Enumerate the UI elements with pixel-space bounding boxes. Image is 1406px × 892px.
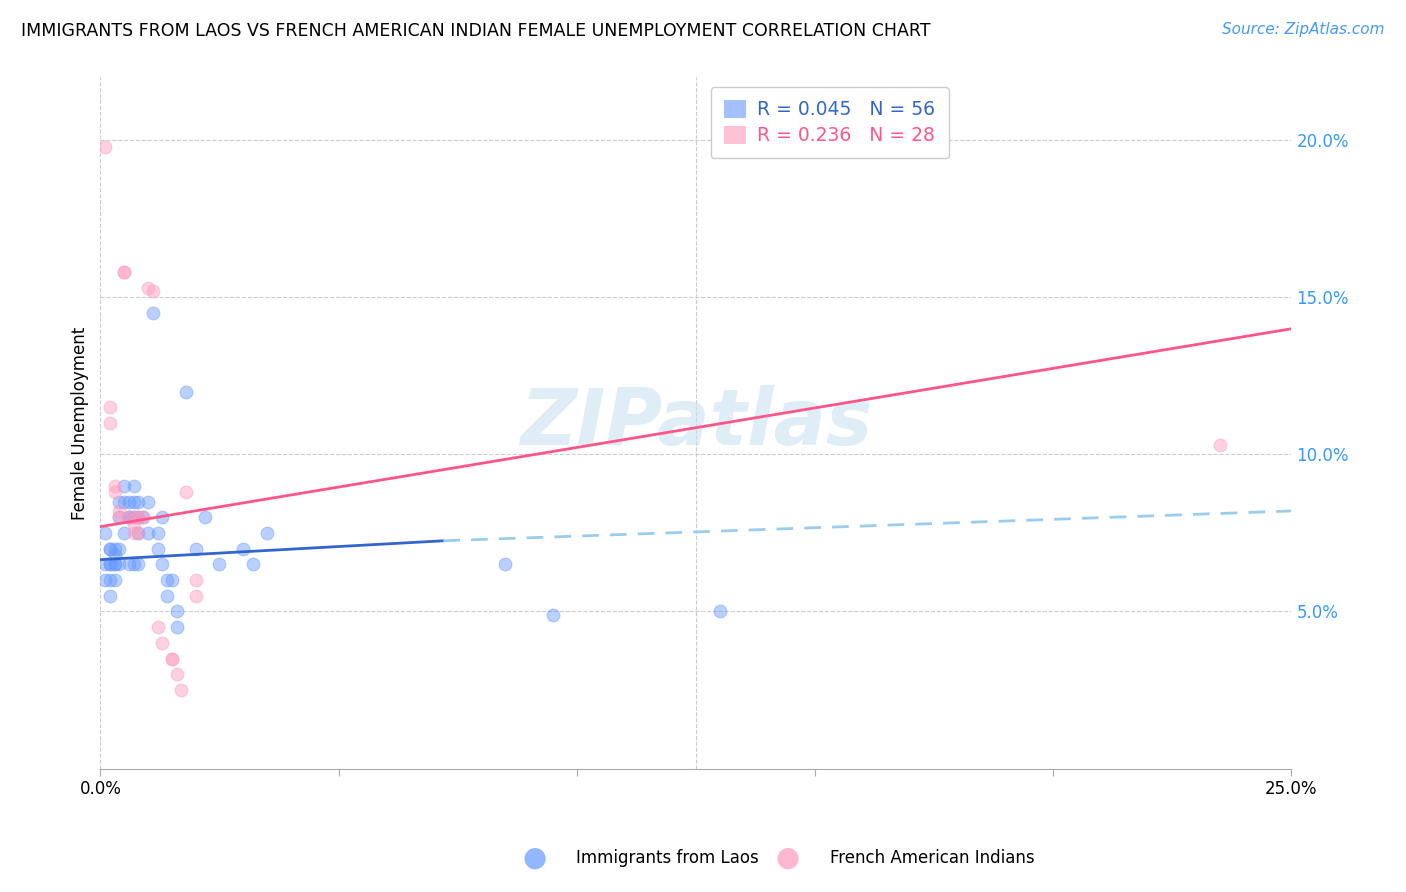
Point	[118, 510, 141, 524]
Legend: R = 0.045   N = 56, R = 0.236   N = 28: R = 0.045 N = 56, R = 0.236 N = 28	[710, 87, 949, 159]
Point	[104, 548, 127, 562]
Point	[98, 573, 121, 587]
Point	[1209, 438, 1232, 452]
Point	[127, 558, 149, 572]
Point	[194, 510, 217, 524]
Point	[98, 416, 121, 430]
Point	[127, 525, 149, 540]
Point	[122, 510, 145, 524]
Point	[127, 510, 149, 524]
Point	[232, 541, 254, 556]
Point	[112, 265, 135, 279]
Y-axis label: Female Unemployment: Female Unemployment	[72, 326, 89, 520]
Point	[709, 605, 731, 619]
Point	[184, 573, 207, 587]
Point	[94, 558, 117, 572]
Point	[94, 573, 117, 587]
Point	[132, 510, 155, 524]
Point	[104, 541, 127, 556]
Point	[94, 525, 117, 540]
Point	[150, 510, 173, 524]
Point	[108, 510, 131, 524]
Point	[166, 667, 188, 681]
Point	[150, 558, 173, 572]
Text: ●: ●	[775, 844, 800, 872]
Point	[104, 485, 127, 500]
Point	[104, 573, 127, 587]
Point	[98, 589, 121, 603]
Point	[184, 541, 207, 556]
Point	[136, 281, 159, 295]
Point	[108, 494, 131, 508]
Point	[112, 265, 135, 279]
Text: Immigrants from Laos: Immigrants from Laos	[576, 849, 759, 867]
Point	[127, 510, 149, 524]
Text: ZIPatlas: ZIPatlas	[520, 385, 872, 461]
Point	[174, 485, 197, 500]
Point	[156, 589, 179, 603]
Point	[160, 651, 183, 665]
Point	[118, 558, 141, 572]
Point	[160, 651, 183, 665]
Point	[494, 558, 516, 572]
Point	[112, 525, 135, 540]
Point	[142, 306, 165, 320]
Point	[118, 494, 141, 508]
Point	[132, 510, 155, 524]
Point	[136, 494, 159, 508]
Point	[184, 589, 207, 603]
Text: ●: ●	[522, 844, 547, 872]
Point	[108, 504, 131, 518]
Point	[122, 558, 145, 572]
Point	[104, 558, 127, 572]
Point	[242, 558, 264, 572]
Point	[127, 494, 149, 508]
Point	[146, 541, 169, 556]
Point	[146, 620, 169, 634]
Point	[256, 525, 278, 540]
Point	[104, 479, 127, 493]
Point	[142, 284, 165, 298]
Point	[112, 494, 135, 508]
Point	[98, 541, 121, 556]
Point	[150, 636, 173, 650]
Text: Source: ZipAtlas.com: Source: ZipAtlas.com	[1222, 22, 1385, 37]
Text: IMMIGRANTS FROM LAOS VS FRENCH AMERICAN INDIAN FEMALE UNEMPLOYMENT CORRELATION C: IMMIGRANTS FROM LAOS VS FRENCH AMERICAN …	[21, 22, 931, 40]
Point	[208, 558, 231, 572]
Point	[108, 510, 131, 524]
Point	[170, 683, 193, 698]
Point	[174, 384, 197, 399]
Point	[122, 479, 145, 493]
Point	[166, 605, 188, 619]
Point	[127, 525, 149, 540]
Point	[98, 401, 121, 415]
Point	[98, 558, 121, 572]
Point	[136, 525, 159, 540]
Point	[98, 558, 121, 572]
Point	[112, 479, 135, 493]
Point	[108, 541, 131, 556]
Point	[166, 620, 188, 634]
Text: French American Indians: French American Indians	[830, 849, 1035, 867]
Point	[122, 494, 145, 508]
Point	[104, 558, 127, 572]
Point	[156, 573, 179, 587]
Point	[160, 573, 183, 587]
Point	[118, 510, 141, 524]
Point	[94, 139, 117, 153]
Point	[108, 558, 131, 572]
Point	[122, 525, 145, 540]
Point	[118, 510, 141, 524]
Point	[98, 541, 121, 556]
Point	[146, 525, 169, 540]
Point	[122, 516, 145, 531]
Point	[541, 607, 564, 622]
Point	[122, 510, 145, 524]
